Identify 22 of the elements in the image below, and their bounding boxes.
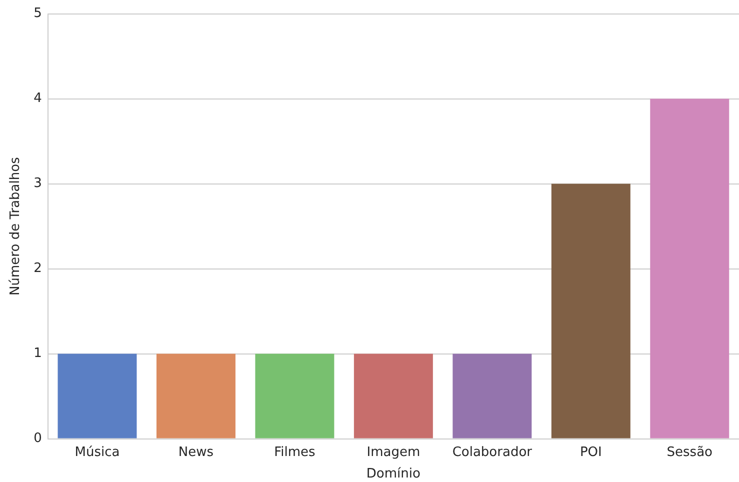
bar [452,354,532,438]
x-tick-label: Imagem [366,444,420,460]
x-axis-title: Domínio [366,466,420,482]
x-tick-label: News [178,444,214,460]
y-tick-label: 5 [34,6,42,22]
bar [551,184,630,438]
x-tick-label: Música [74,444,120,460]
y-tick-label: 2 [34,261,42,276]
bar [255,354,334,438]
y-tick-label: 0 [34,431,42,446]
x-tick-label: Colaborador [452,444,533,460]
y-tick-label: 3 [34,176,42,192]
x-tick-label: POI [580,444,602,460]
y-tick-label: 4 [34,91,42,106]
y-tick-label: 1 [34,346,42,362]
bar [58,354,137,438]
y-axis-title: Número de Trabalhos [8,156,24,296]
x-tick-label: Sessão [666,444,713,460]
bar [650,98,730,438]
bar [156,354,236,438]
bar [354,354,433,438]
x-tick-label: Filmes [274,444,316,460]
